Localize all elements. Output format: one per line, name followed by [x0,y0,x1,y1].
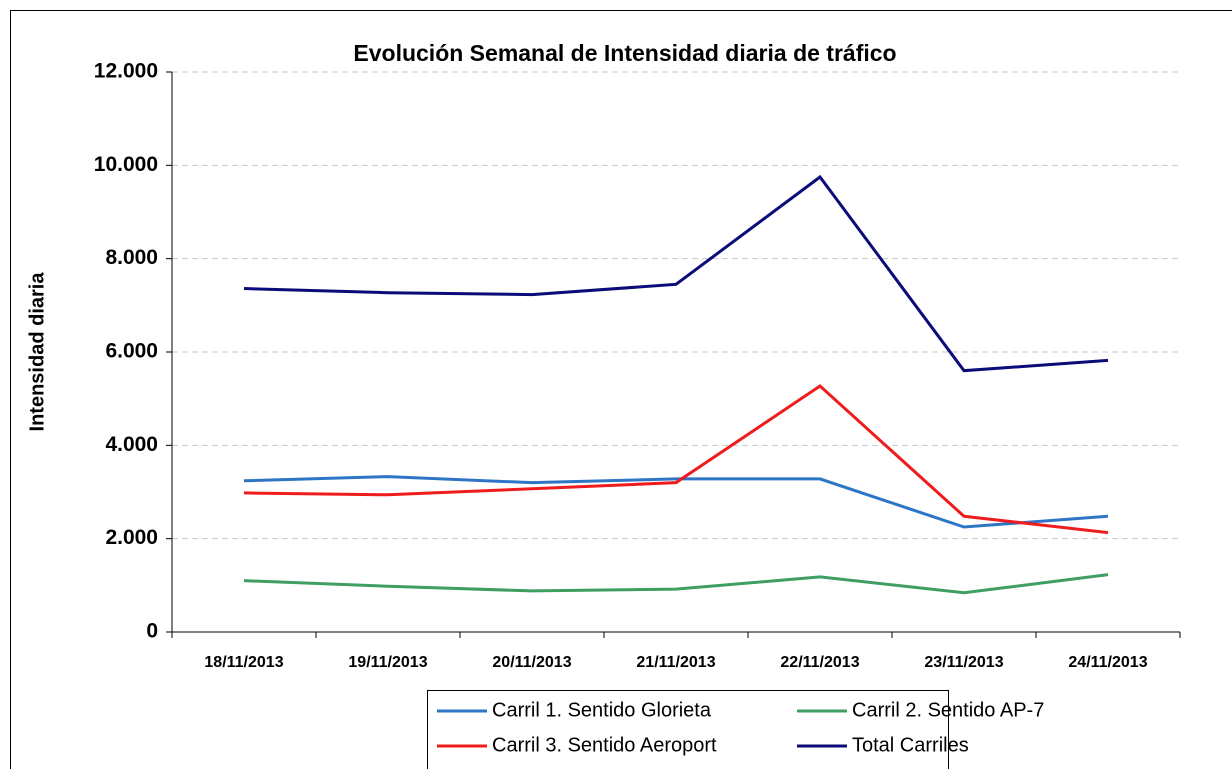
x-tick-label: 22/11/2013 [780,654,859,671]
chart-title: Evolución Semanal de Intensidad diaria d… [353,40,896,66]
x-tick-label: 24/11/2013 [1068,654,1147,671]
y-axis-label: Intensidad diaria [26,272,48,432]
y-tick-label: 6.000 [105,340,158,363]
legend-label: Carril 1. Sentido Glorieta [492,699,712,721]
y-tick-label: 8.000 [105,246,158,269]
x-tick-label: 18/11/2013 [204,654,283,671]
x-tick-label: 19/11/2013 [348,654,427,671]
chart-frame [10,10,1232,769]
y-tick-label: 12.000 [94,60,158,83]
series-line [243,573,1109,595]
y-tick-label: 10.000 [94,153,158,176]
legend-label: Carril 3. Sentido Aeroport [492,734,717,756]
series-line [243,174,1109,373]
x-tick-label: 21/11/2013 [636,654,715,671]
legend-label: Carril 2. Sentido AP-7 [852,699,1044,721]
legend-box [427,690,949,769]
x-tick-label: 23/11/2013 [924,654,1003,671]
x-tick-label: 20/11/2013 [492,654,571,671]
y-tick-label: 2.000 [105,526,158,549]
series-line [243,384,1109,535]
y-tick-label: 0 [146,620,158,643]
y-tick-label: 4.000 [105,433,158,456]
legend-label: Total Carriles [852,734,969,756]
series-line [243,475,1109,529]
